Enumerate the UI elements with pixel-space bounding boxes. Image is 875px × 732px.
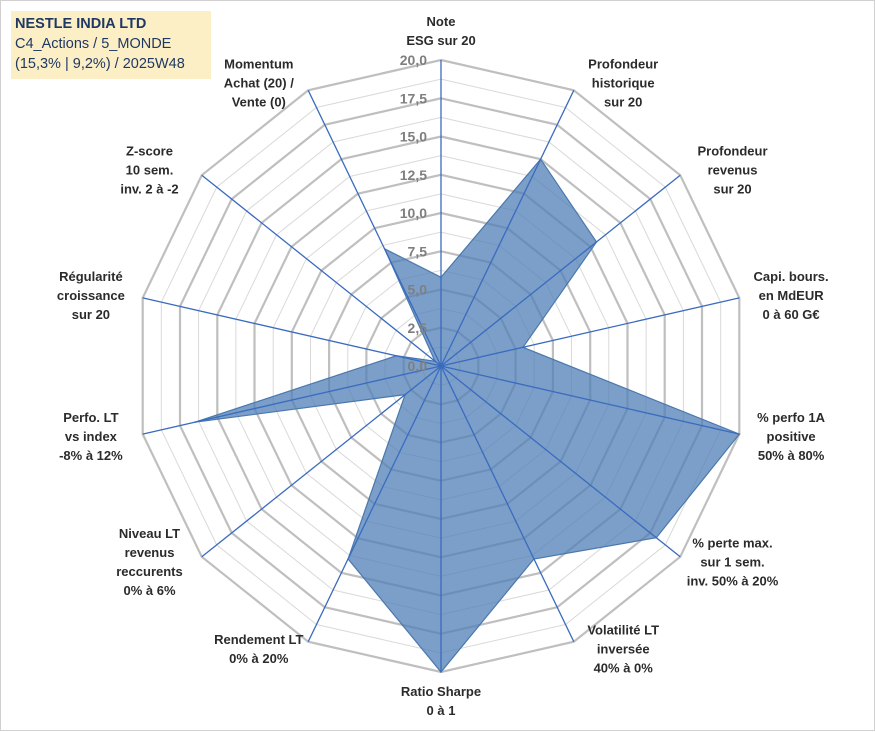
axis-label: reccurents: [116, 564, 182, 579]
tick-label: 7,5: [408, 243, 428, 259]
radar-tick-labels: 0,0 2,5 5,0 7,5 10,0 12,5 15,0 17,5 20,0: [400, 52, 427, 374]
axis-label: Capi. bours.: [754, 269, 829, 284]
axis-label: Niveau LT: [119, 526, 180, 541]
axis-spoke: [440, 365, 740, 435]
axis-label: inversée: [597, 641, 650, 656]
axis-label: sur 1 sem.: [700, 554, 764, 569]
axis-label: 0 à 1: [427, 703, 456, 718]
company-name: NESTLE INDIA LTD: [15, 16, 147, 32]
performance-week: (15,3% | 9,2%) / 2025W48: [15, 56, 185, 72]
tick-label: 5,0: [408, 282, 428, 298]
axis-label: Rendement LT: [214, 632, 303, 647]
portfolio-category: C4_Actions / 5_MONDE: [15, 36, 172, 52]
axis-label: 0% à 20%: [229, 651, 289, 666]
axis-label: Note: [427, 14, 456, 29]
axis-spoke: [307, 365, 442, 642]
axis-label: sur 20: [72, 307, 110, 322]
axis-label: Volatilité LT: [587, 622, 659, 637]
axis-label: Ratio Sharpe: [401, 684, 481, 699]
axis-spoke: [440, 174, 681, 367]
axis-label: Régularité: [59, 269, 123, 284]
axis-label: Profondeur: [588, 57, 658, 72]
radar-axis-labels: Note ESG sur 20 Profondeur historique sur 20…: [57, 14, 829, 718]
axis-spoke: [440, 90, 575, 367]
axis-label: en MdEUR: [759, 288, 825, 303]
axis-spoke: [307, 90, 442, 367]
axis-spoke: [201, 174, 442, 367]
axis-label: 0% à 6%: [123, 583, 175, 598]
axis-spoke: [440, 297, 740, 367]
axis-label: revenus: [125, 545, 175, 560]
tick-label: 10,0: [400, 205, 427, 221]
axis-label: 0 à 60 G€: [763, 307, 820, 322]
axis-label: positive: [767, 429, 816, 444]
axis-spoke: [440, 365, 681, 558]
axis-label: Profondeur: [697, 144, 767, 159]
axis-spoke: [201, 365, 442, 558]
axis-label: sur 20: [713, 182, 751, 197]
axis-label: inv. 2 à -2: [120, 182, 178, 197]
tick-label: 17,5: [400, 90, 427, 106]
tick-label: 12,5: [400, 167, 427, 183]
axis-label: -8% à 12%: [59, 448, 123, 463]
radar-spokes: [142, 60, 740, 672]
axis-label: Momentum: [224, 57, 293, 72]
axis-label: Z-score: [126, 144, 173, 159]
tick-label: 15,0: [400, 129, 427, 145]
axis-label: sur 20: [604, 95, 642, 110]
title-box: NESTLE INDIA LTD C4_Actions / 5_MONDE (1…: [11, 11, 211, 79]
axis-label: 10 sem.: [126, 163, 174, 178]
axis-label: vs index: [65, 429, 118, 444]
axis-spoke: [440, 365, 575, 642]
axis-label: revenus: [708, 163, 758, 178]
axis-label: Vente (0): [232, 95, 286, 110]
axis-label: Perfo. LT: [63, 410, 118, 425]
axis-label: croissance: [57, 288, 125, 303]
axis-label: % perte max.: [692, 535, 772, 550]
axis-spoke: [142, 297, 442, 367]
axis-label: historique: [592, 76, 655, 91]
tick-label: 2,5: [408, 320, 428, 336]
axis-spoke: [142, 365, 442, 435]
axis-label: inv. 50% à 20%: [687, 573, 779, 588]
axis-label: 40% à 0%: [594, 660, 654, 675]
tick-label: 0,0: [408, 358, 428, 374]
axis-label: Achat (20) /: [224, 76, 294, 91]
tick-label: 20,0: [400, 52, 427, 68]
axis-label: 50% à 80%: [758, 448, 825, 463]
axis-label: % perfo 1A: [757, 410, 826, 425]
axis-label: ESG sur 20: [406, 33, 475, 48]
